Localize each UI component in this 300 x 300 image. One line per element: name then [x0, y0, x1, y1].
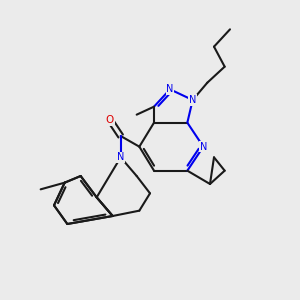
Text: O: O — [106, 115, 114, 125]
Text: N: N — [200, 142, 207, 152]
Text: N: N — [189, 95, 196, 105]
Text: N: N — [166, 84, 174, 94]
Text: N: N — [117, 152, 124, 162]
